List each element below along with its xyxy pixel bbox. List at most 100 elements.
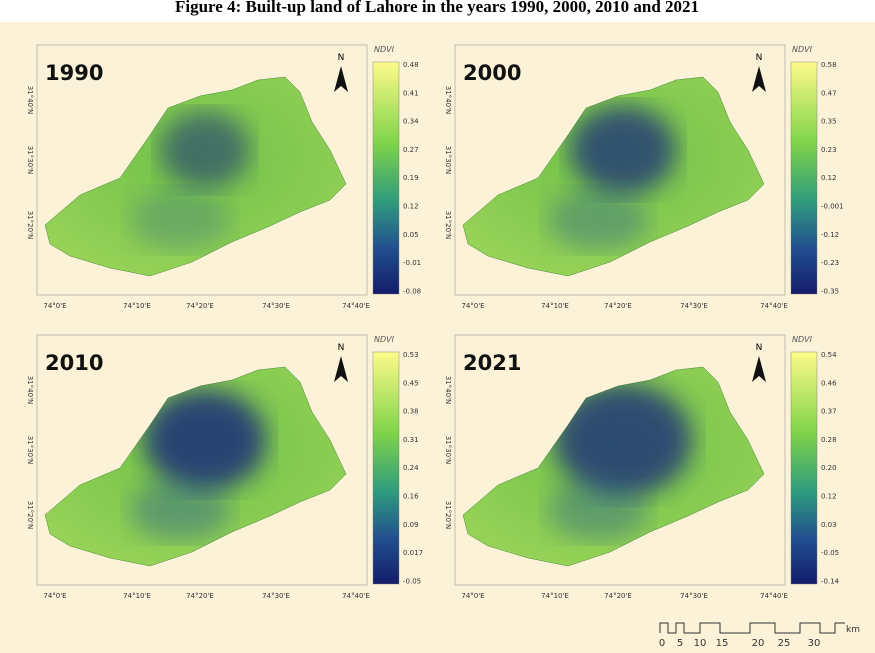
legend-tick-label: 0.017 [403, 549, 423, 557]
urban-spread [130, 480, 230, 540]
scale-label: 0 [659, 638, 665, 649]
lon-label: 74°20'E [186, 302, 214, 310]
legend-tick-label: 0.27 [403, 146, 419, 154]
scale-label: 15 [716, 638, 729, 649]
legend-title: NDVI [374, 335, 395, 344]
legend-tick-label: -0.05 [821, 549, 839, 557]
legend-bar [790, 351, 818, 585]
legend-tick-label: 0.16 [403, 493, 419, 501]
lon-label: 74°40'E [342, 592, 370, 600]
legend-tick-label: 0.53 [403, 351, 419, 359]
lon-label: 74°0'E [43, 302, 66, 310]
figure-title: Figure 4: Built-up land of Lahore in the… [175, 0, 699, 16]
legend-tick-label: 0.58 [821, 61, 837, 69]
legend-title: NDVI [792, 45, 813, 54]
lat-label: 31°20'N [26, 211, 34, 239]
north-arrow [752, 66, 766, 92]
lon-label: 74°0'E [461, 302, 484, 310]
legend-tick-label: 0.38 [403, 408, 419, 416]
north-label: N [338, 53, 345, 63]
urban-dark [570, 106, 676, 194]
map-panel: 2021 N NDVI 0.54 0.46 0.37 0.28 0.20 0.12 0.03 -0.… [444, 334, 840, 600]
lat-label: 31°20'N [444, 501, 452, 529]
legend-tick-label: -0.08 [403, 287, 421, 295]
north-arrow [334, 66, 348, 92]
legend-tick-label: 0.09 [403, 521, 419, 529]
legend-tick-label: 0.46 [821, 379, 837, 387]
legend-tick-label: 0.12 [821, 493, 837, 501]
legend-tick-label: -0.23 [821, 259, 839, 267]
urban-dark [144, 390, 266, 490]
legend-tick-label: 0.37 [821, 408, 837, 416]
legend-bar [372, 61, 400, 295]
lon-label: 74°30'E [680, 592, 708, 600]
legend-tick-label: 0.31 [403, 436, 419, 444]
lon-label: 74°20'E [186, 592, 214, 600]
urban-core [130, 112, 250, 250]
legend-tick-label: 0.12 [821, 174, 837, 182]
legend-tick-label: -0.14 [821, 577, 840, 585]
lon-label: 74°30'E [262, 302, 290, 310]
lon-label: 74°0'E [43, 592, 66, 600]
lon-label: 74°40'E [760, 302, 788, 310]
scale-label: 5 [677, 638, 683, 649]
legend-tick-label: -0.12 [821, 231, 839, 239]
lon-label: 74°30'E [680, 302, 708, 310]
legend-tick-label: 0.24 [403, 464, 419, 472]
legend-bar [372, 351, 400, 585]
legend-tick-label: -0.001 [821, 203, 844, 211]
legend-tick-label: 0.20 [821, 464, 837, 472]
lat-label: 31°30'N [26, 146, 34, 174]
legend-tick-label: -0.05 [403, 577, 421, 585]
map-panel: 2000 N NDVI 0.58 0.47 0.35 0.23 0.12 -0.001 -0.12… [444, 44, 844, 310]
urban-core [130, 390, 266, 540]
legend-tick-label: 0.34 [403, 118, 419, 126]
legend-tick-label: 0.35 [821, 118, 837, 126]
scale-label: 30 [808, 638, 821, 649]
scale-bar: 0 5 10 15 20 25 30 km [659, 622, 860, 649]
legend-tick-label: 0.28 [821, 436, 837, 444]
north-arrow [334, 356, 348, 382]
lat-label: 31°40'N [444, 376, 452, 404]
legend-tick-label: 0.47 [821, 89, 837, 97]
urban-core [548, 384, 692, 540]
lat-label: 31°30'N [444, 146, 452, 174]
legend-tick-label: 0.19 [403, 174, 419, 182]
legend-tick-label: 0.03 [821, 521, 837, 529]
year-label: 2010 [45, 351, 103, 375]
legend-tick-label: 0.23 [821, 146, 837, 154]
map-panel: 1990 N NDVI 0.48 0.41 0.34 0.27 0.19 0.12 0.05 -0.… [26, 44, 421, 310]
year-label: 2000 [463, 61, 521, 85]
legend-tick-label: 0.48 [403, 61, 419, 69]
legend-tick-label: 0.05 [403, 231, 419, 239]
north-label: N [756, 53, 763, 63]
year-label: 1990 [45, 61, 103, 85]
lat-label: 31°20'N [26, 501, 34, 529]
urban-dark [160, 112, 250, 188]
urban-spread [130, 190, 230, 250]
legend-tick-label: -0.01 [403, 259, 421, 267]
urban-dark [554, 384, 692, 496]
north-label: N [756, 343, 763, 353]
urban-core [548, 106, 676, 250]
urban-spread [548, 480, 648, 540]
lon-label: 74°40'E [760, 592, 788, 600]
lon-label: 74°10'E [541, 302, 569, 310]
legend-bar [790, 61, 818, 295]
urban-spread [548, 190, 648, 250]
map-panel: 2010 N NDVI 0.53 0.45 0.38 0.31 0.24 0.16 0.09 0.0… [26, 334, 423, 600]
lon-label: 74°40'E [342, 302, 370, 310]
scale-label: 20 [752, 638, 765, 649]
lon-label: 74°20'E [604, 592, 632, 600]
scale-label: 25 [778, 638, 791, 649]
lat-label: 31°20'N [444, 211, 452, 239]
lon-label: 74°10'E [541, 592, 569, 600]
legend-tick-label: 0.45 [403, 379, 419, 387]
lon-label: 74°10'E [123, 302, 151, 310]
scale-line [659, 622, 845, 634]
legend-tick-label: -0.35 [821, 287, 839, 295]
lat-label: 31°40'N [26, 86, 34, 114]
lon-label: 74°10'E [123, 592, 151, 600]
lon-label: 74°20'E [604, 302, 632, 310]
